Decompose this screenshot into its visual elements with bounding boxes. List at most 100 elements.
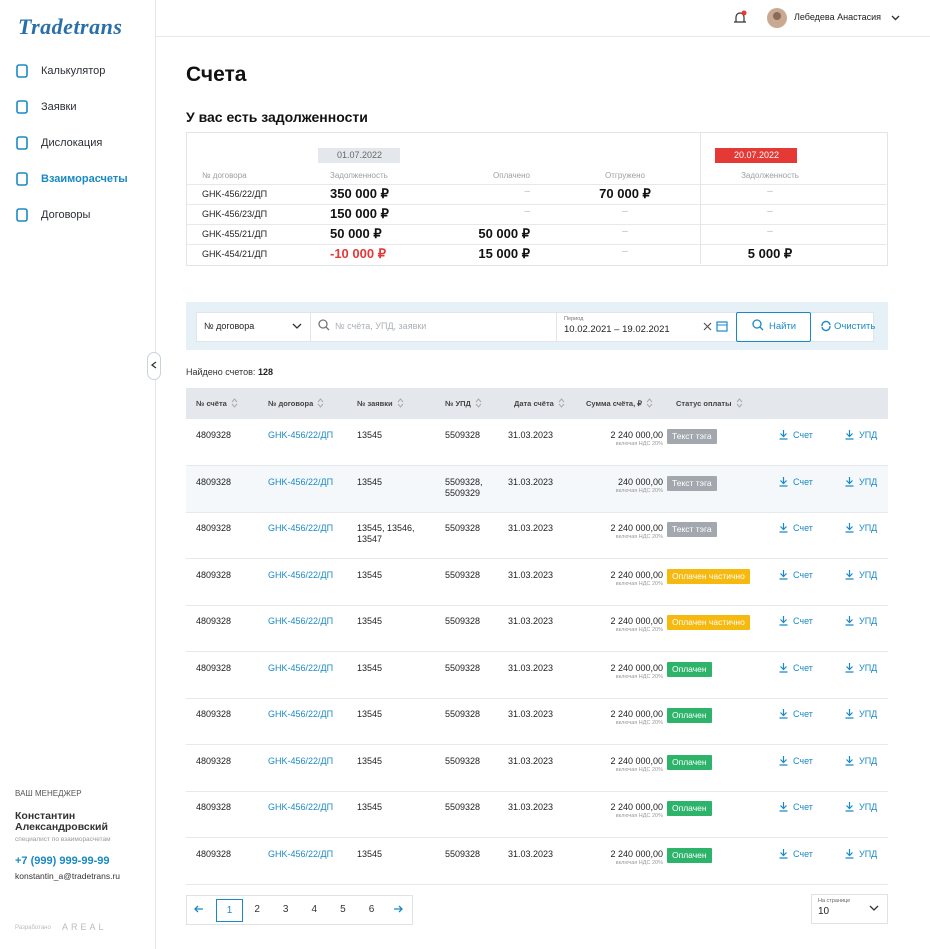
download-upd[interactable]: УПД [859, 430, 878, 440]
upd-numbers: 5509328, 5509329 [445, 476, 483, 498]
download-invoice[interactable]: Счет [793, 616, 813, 626]
contract-link[interactable]: GHK-456/22/ДП [268, 662, 334, 673]
row-line [186, 697, 888, 699]
download-upd[interactable]: УПД [859, 802, 878, 812]
upd-numbers: 5509328 [445, 755, 481, 766]
contract-link[interactable]: GHK-456/22/ДП [268, 755, 334, 766]
download-invoice[interactable]: Счет [793, 476, 813, 487]
download-upd[interactable]: УПД [859, 616, 878, 626]
download-invoice[interactable]: Счет [793, 709, 813, 719]
debts-cell: – [767, 226, 773, 237]
sort-icon [397, 398, 403, 408]
contract-link[interactable]: GHK-456/22/ДП [268, 709, 334, 719]
download-invoice[interactable]: Счет [793, 802, 813, 812]
pagination [186, 895, 413, 925]
clear-button[interactable]: Очистить [834, 321, 876, 332]
column-header[interactable]: № заявки [357, 399, 393, 408]
request-numbers: 13545, 13546, 13547 [357, 523, 415, 544]
page-button[interactable]: 6 [368, 904, 375, 915]
download-invoice[interactable]: Счет [793, 430, 813, 440]
user-name[interactable]: Лебедева Анастасия [794, 12, 882, 22]
nav-item[interactable]: Договоры [41, 209, 91, 221]
contract-link[interactable]: GHK-456/22/ДП [268, 523, 334, 533]
per-page-select[interactable] [811, 894, 888, 924]
download-icon [779, 802, 788, 812]
download-upd[interactable]: УПД [859, 523, 878, 533]
contract-link[interactable]: GHK-456/22/ДП [268, 616, 334, 626]
date-chip [715, 148, 797, 163]
column-header[interactable]: № УПД [445, 399, 471, 408]
search-input[interactable]: № счёта, УПД, заявки [335, 321, 427, 331]
page-button[interactable]: 1 [216, 899, 243, 922]
row-line [186, 883, 888, 885]
download-upd[interactable]: УПД [859, 848, 878, 859]
download-upd[interactable]: УПД [859, 569, 878, 580]
download-upd[interactable]: УПД [859, 662, 878, 673]
page-button[interactable]: 4 [311, 904, 318, 915]
nav-item[interactable]: Дислокация [41, 137, 103, 149]
column-header[interactable]: № счёта [196, 399, 227, 408]
contract-link[interactable]: GHK-456/22/ДП [268, 569, 334, 580]
request-numbers: 13545 [357, 848, 383, 859]
sort-icon [558, 398, 565, 408]
nav-icon [16, 136, 28, 150]
download-invoice[interactable]: Счет [793, 523, 813, 533]
chevron [151, 361, 157, 369]
download-upd[interactable]: УПД [859, 755, 878, 766]
page-button[interactable]: 5 [340, 904, 346, 915]
download-upd[interactable]: УПД [859, 476, 878, 487]
download-icon [779, 523, 788, 533]
sort-icon [231, 398, 238, 408]
contract-link[interactable]: GHK-456/22/ДП [268, 430, 334, 440]
date-start: 01.07.2022 [337, 150, 383, 160]
page-button[interactable]: 3 [282, 904, 289, 915]
nav-item[interactable]: Заявки [41, 101, 77, 113]
invoice-number: 4809328 [196, 802, 232, 812]
column-header[interactable]: Дата счёта [514, 399, 554, 408]
column-header[interactable]: Сумма счёта, ₽ [586, 399, 643, 408]
debts-cell: GHK-455/21/ДП [202, 229, 268, 239]
contract-link[interactable]: GHK-456/22/ДП [268, 476, 334, 487]
download-icon [845, 802, 854, 812]
download-icon [779, 616, 788, 626]
period-value[interactable]: 10.02.2021 – 19.02.2021 [564, 324, 670, 335]
column-header[interactable]: № договора [268, 399, 314, 408]
status-tag: Оплачен [667, 754, 712, 770]
download-invoice[interactable]: Счет [793, 569, 813, 580]
debts-cell: – [767, 186, 773, 197]
invoice-date: 31.03.2023 [508, 802, 554, 812]
debts-cell: 50 000 ₽ [478, 226, 530, 241]
invoice-number: 4809328 [196, 616, 232, 626]
amount: 2 240 000,00 [610, 569, 663, 580]
nav-item[interactable]: Калькулятор [41, 65, 106, 77]
download-icon [779, 569, 788, 580]
download-upd[interactable]: УПД [859, 709, 878, 719]
contract-link[interactable]: GHK-456/22/ДП [268, 802, 334, 812]
nav-item[interactable]: Взаиморасчеты [41, 173, 128, 185]
amount: 2 240 000,00 [610, 616, 663, 626]
manager-heading: ВАШ МЕНЕДЖЕР [15, 789, 82, 798]
date-chip [318, 148, 400, 163]
amount: 2 240 000,00 [610, 430, 663, 440]
user-chevron [891, 15, 900, 21]
amount: 2 240 000,00 [610, 662, 663, 673]
find-button[interactable] [736, 312, 811, 342]
column-header[interactable]: Статус оплаты [676, 399, 732, 408]
contract-select[interactable]: № договора [204, 321, 255, 331]
download-invoice[interactable]: Счет [793, 848, 813, 859]
upd-numbers: 5509328 [445, 569, 481, 580]
page-button[interactable]: 2 [254, 904, 260, 915]
invoice-date: 31.03.2023 [508, 662, 554, 673]
debts-row-line [187, 184, 886, 185]
search-icon [318, 319, 330, 331]
invoice-number: 4809328 [196, 523, 232, 533]
request-numbers: 13545 [357, 662, 383, 673]
upd-numbers: 5509328 [445, 709, 481, 719]
download-invoice[interactable]: Счет [793, 662, 813, 673]
debts-column-header: Отгружено [605, 171, 645, 180]
download-invoice[interactable]: Счет [793, 755, 813, 766]
download-icon [845, 523, 854, 533]
contract-link[interactable]: GHK-456/22/ДП [268, 848, 334, 859]
find-label[interactable]: Найти [769, 321, 797, 332]
